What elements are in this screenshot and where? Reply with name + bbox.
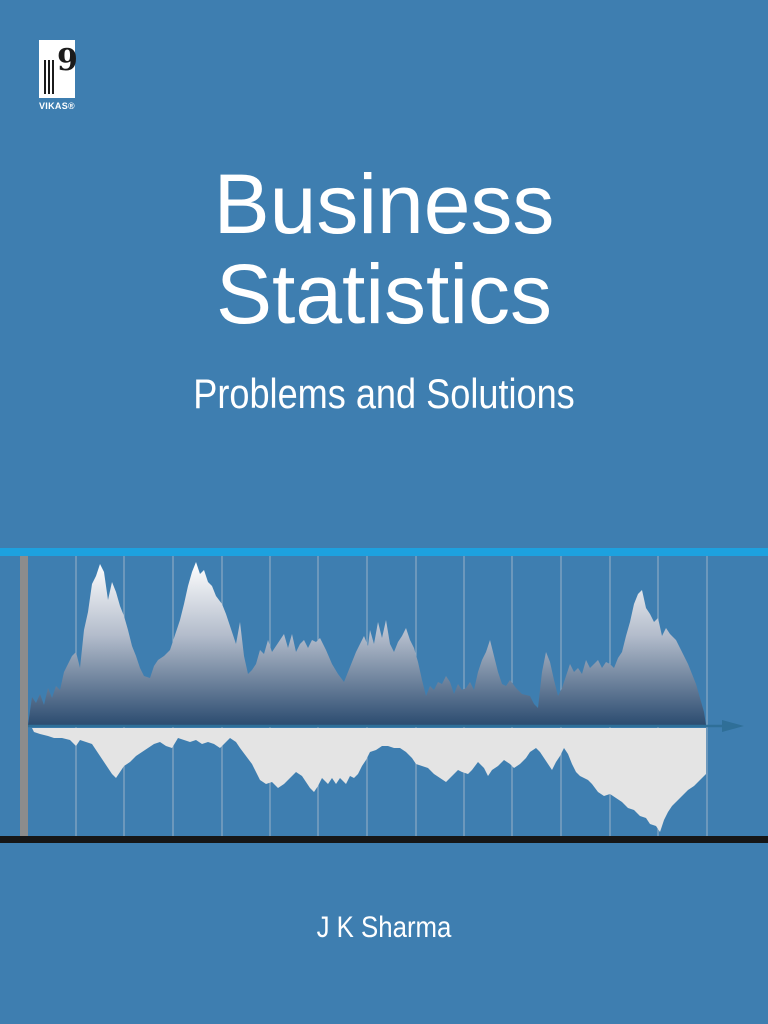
trend-arrow: [28, 720, 744, 732]
cover-graphic: [28, 556, 744, 836]
book-title-line2: Statistics: [215, 247, 553, 341]
logo-emblem: 9: [39, 40, 78, 98]
lower-wave-shape: [32, 728, 706, 832]
upper-wave-shape: [28, 562, 706, 725]
author-name: J K Sharma: [316, 911, 452, 944]
publisher-name: VIKAS®: [39, 101, 75, 111]
logo-comma-mark: 9: [57, 43, 78, 78]
book-title-line1: Business: [213, 157, 555, 251]
bottom-rule: [0, 836, 768, 843]
graphic-left-bar: [20, 556, 28, 836]
accent-rule: [0, 548, 768, 556]
logo-stripes: [44, 60, 56, 94]
book-subtitle: Problems and Solutions: [193, 370, 575, 417]
publisher-logo: 9 VIKAS®: [39, 40, 78, 116]
